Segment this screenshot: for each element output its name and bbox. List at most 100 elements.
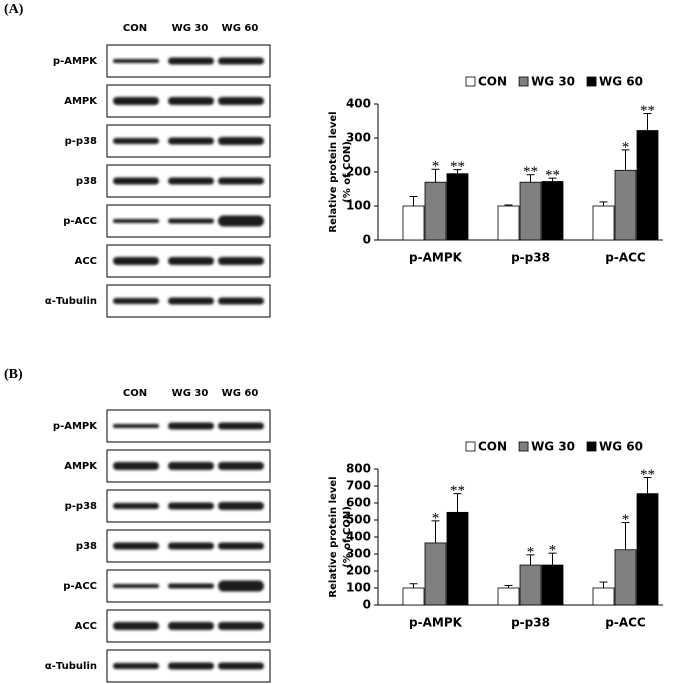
bar	[402, 205, 425, 241]
lane-label: WG 60	[222, 23, 259, 34]
bar	[541, 564, 564, 606]
bar	[592, 587, 615, 606]
bar	[424, 181, 447, 241]
blot-band	[113, 424, 159, 428]
bar	[497, 205, 520, 241]
bar	[614, 169, 637, 241]
y-tick-label: 100	[346, 199, 371, 213]
blot-band	[113, 663, 159, 669]
y-tick-label: 100	[346, 581, 371, 595]
legend-label: CON	[478, 440, 507, 454]
blot-band	[113, 257, 159, 265]
blot-band	[168, 462, 214, 470]
blot-row-label: AMPK	[64, 96, 98, 107]
blot-band	[218, 297, 264, 305]
y-tick-label: 400	[346, 530, 371, 544]
y-tick-label: 700	[346, 479, 371, 493]
blot-band	[113, 177, 159, 185]
legend-swatch	[586, 441, 597, 452]
blot-band	[218, 137, 264, 145]
legend-swatch	[465, 76, 476, 87]
lane-label: WG 60	[222, 388, 259, 399]
blot-band	[168, 137, 214, 145]
legend-swatch	[465, 441, 476, 452]
blot-row-label: p-AMPK	[53, 421, 98, 432]
bar	[636, 130, 659, 241]
bar	[402, 587, 425, 606]
significance: *	[432, 510, 440, 526]
blot-band	[218, 462, 264, 470]
blot-band	[113, 503, 159, 509]
x-tick-label: p-ACC	[605, 251, 646, 265]
blot-row-label: p-p38	[65, 136, 97, 147]
y-tick-label: 0	[363, 233, 371, 247]
blot-band	[168, 177, 214, 185]
blot-band	[113, 298, 159, 304]
bar	[592, 205, 615, 241]
blot-band	[113, 584, 159, 588]
blot-row-label: p38	[76, 176, 97, 187]
blot-band	[168, 57, 214, 65]
blot-band	[168, 622, 214, 630]
blot-row-label: α-Tubulin	[45, 661, 97, 672]
blot-row-label: ACC	[75, 621, 97, 632]
blot-row-label: p38	[76, 541, 97, 552]
x-tick-label: p-p38	[511, 616, 550, 630]
blot-band	[113, 219, 159, 223]
bar	[636, 493, 659, 606]
bar	[519, 564, 542, 606]
significance: *	[622, 139, 630, 155]
blot-band	[218, 257, 264, 265]
x-tick-label: p-AMPK	[409, 251, 463, 265]
bar	[446, 511, 469, 606]
y-axis-label: Relative protein level	[328, 476, 339, 597]
legend-label: WG 60	[599, 75, 643, 89]
significance: *	[527, 544, 535, 560]
lane-label: CON	[123, 23, 147, 34]
blot-band	[218, 177, 264, 185]
blot-row-label: p-ACC	[63, 216, 97, 227]
significance: **	[640, 467, 655, 483]
significance: *	[549, 543, 557, 559]
blot-band	[113, 542, 159, 550]
significance: **	[640, 103, 655, 119]
blot-band	[218, 57, 264, 65]
blot-band	[113, 462, 159, 470]
blot-band	[218, 502, 264, 510]
significance: **	[523, 164, 538, 180]
blot-row-label: α-Tubulin	[45, 296, 97, 307]
blot-band	[168, 218, 214, 224]
blot-band	[218, 542, 264, 550]
bar	[446, 173, 469, 241]
lane-label: WG 30	[172, 388, 209, 399]
blot-band	[113, 622, 159, 630]
blot-row-label: ACC	[75, 256, 97, 267]
blot-band	[168, 422, 214, 430]
lane-label: WG 30	[172, 23, 209, 34]
y-axis-label: (% of CON)	[342, 141, 353, 203]
significance: **	[450, 483, 465, 499]
blot-band	[218, 622, 264, 630]
panel-label: (B)	[4, 367, 23, 382]
legend-swatch	[518, 441, 529, 452]
blot-row-label: AMPK	[64, 461, 98, 472]
y-tick-label: 600	[346, 496, 371, 510]
blot-band	[168, 297, 214, 305]
lane-label: CON	[123, 388, 147, 399]
blot-row-label: p-ACC	[63, 581, 97, 592]
y-tick-label: 400	[346, 97, 371, 111]
legend-label: WG 60	[599, 440, 643, 454]
blot-band	[218, 422, 264, 430]
bar	[541, 181, 564, 241]
significance: *	[622, 512, 630, 528]
legend-label: WG 30	[531, 440, 575, 454]
legend-label: WG 30	[531, 75, 575, 89]
blot-band	[218, 97, 264, 105]
blot-band	[168, 662, 214, 670]
y-axis-label: Relative protein level	[328, 111, 339, 232]
bar	[614, 549, 637, 606]
bar	[424, 542, 447, 606]
significance: **	[545, 168, 560, 184]
bar	[519, 181, 542, 241]
